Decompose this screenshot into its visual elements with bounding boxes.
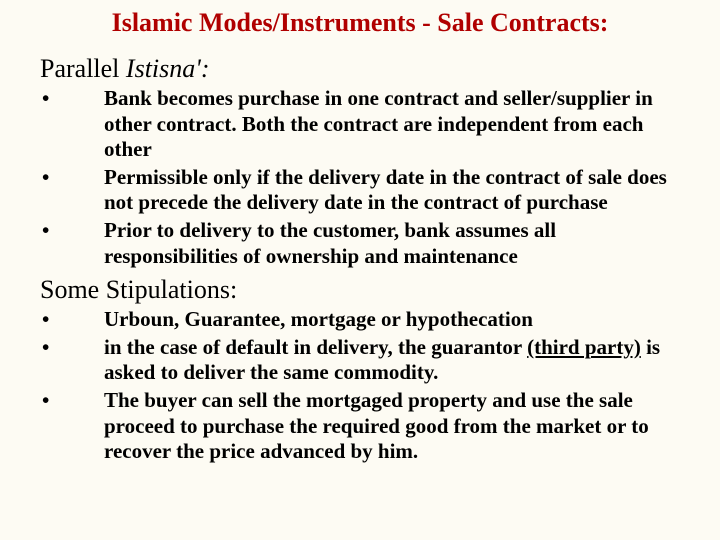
section1-heading-prefix: Parallel bbox=[40, 54, 126, 83]
bullet-text: Urboun, Guarantee, mortgage or hypotheca… bbox=[104, 307, 680, 333]
list-item: • The buyer can sell the mortgaged prope… bbox=[40, 388, 680, 465]
list-item: • Prior to delivery to the customer, ban… bbox=[40, 218, 680, 269]
bullet-text: in the case of default in delivery, the … bbox=[104, 335, 680, 386]
list-item: • Urboun, Guarantee, mortgage or hypothe… bbox=[40, 307, 680, 333]
bullet-text: Bank becomes purchase in one contract an… bbox=[104, 86, 680, 163]
bullet-text: Permissible only if the delivery date in… bbox=[104, 165, 680, 216]
bullet-marker: • bbox=[40, 165, 104, 216]
list-item: • in the case of default in delivery, th… bbox=[40, 335, 680, 386]
list-item: • Bank becomes purchase in one contract … bbox=[40, 86, 680, 163]
bullet-marker: • bbox=[40, 218, 104, 269]
section2-bullets: • Urboun, Guarantee, mortgage or hypothe… bbox=[40, 307, 680, 465]
section1-heading-italic: Istisna': bbox=[126, 54, 210, 83]
bullet-marker: • bbox=[40, 388, 104, 465]
section2-heading: Some Stipulations: bbox=[40, 275, 680, 305]
bullet-marker: • bbox=[40, 335, 104, 386]
section1-bullets: • Bank becomes purchase in one contract … bbox=[40, 86, 680, 269]
slide-title: Islamic Modes/Instruments - Sale Contrac… bbox=[40, 8, 680, 38]
section1-heading: Parallel Istisna': bbox=[40, 54, 680, 84]
bullet-marker: • bbox=[40, 307, 104, 333]
bullet-marker: • bbox=[40, 86, 104, 163]
bullet-text-underline: (third party) bbox=[527, 335, 641, 359]
bullet-text: Prior to delivery to the customer, bank … bbox=[104, 218, 680, 269]
list-item: • Permissible only if the delivery date … bbox=[40, 165, 680, 216]
slide: Islamic Modes/Instruments - Sale Contrac… bbox=[0, 0, 720, 540]
bullet-text-pre: in the case of default in delivery, the … bbox=[104, 335, 527, 359]
bullet-text: The buyer can sell the mortgaged propert… bbox=[104, 388, 680, 465]
